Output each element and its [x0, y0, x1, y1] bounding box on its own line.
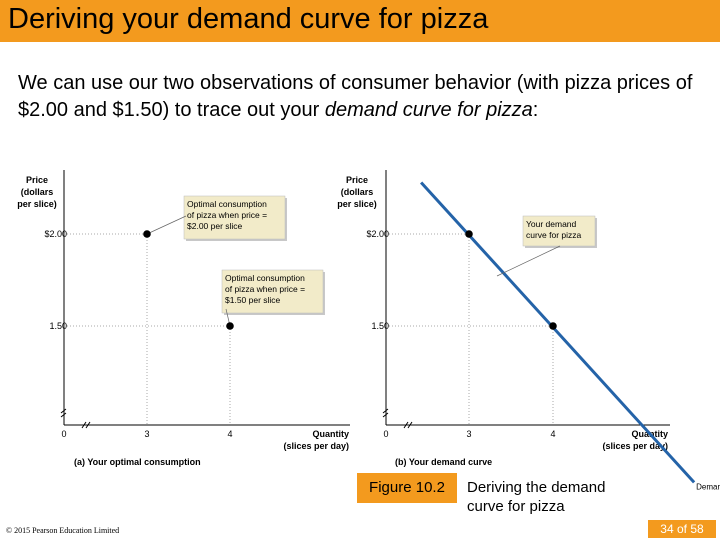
panel-1-callout-box	[221, 269, 324, 314]
panel-2-callout-leader	[496, 245, 561, 277]
intro-text-end: :	[532, 99, 539, 121]
figure-caption: Deriving the demand curve for pizza	[467, 479, 606, 515]
panel-1-callout-box	[183, 195, 286, 240]
panel-1-data-point	[226, 322, 234, 330]
page-current: 34	[660, 522, 674, 536]
panel-1-callout-text: $1.50 per slice	[225, 295, 281, 305]
panel-1-x-tick-label: 4	[227, 429, 232, 439]
panel-1-callout-text: Optimal consumption	[187, 199, 267, 209]
panel-2-x-tick-label: 0	[383, 429, 388, 439]
intro-text-start: We can use our two observations of consu…	[18, 72, 693, 121]
panel-2-panel-label: (b) Your demand curve	[395, 457, 492, 467]
panel-1-callout-text: of pizza when price =	[187, 210, 267, 220]
panel-2-x-label-line: (slices per day)	[602, 441, 668, 451]
panel-1-data-point	[143, 230, 151, 238]
panel-1-x-label-line: Quantity	[312, 429, 349, 439]
panel-1-callout-text: Optimal consumption	[225, 273, 305, 283]
panel-1-x-tick-label: 3	[144, 429, 149, 439]
panel-1-callout-text: $2.00 per slice	[187, 221, 243, 231]
panel-2-callout-text: curve for pizza	[526, 230, 582, 240]
intro-text-emphasis: demand curve for pizza	[324, 99, 533, 121]
panel-1-y-tick-label: $2.00	[44, 229, 67, 239]
panel-2-y-tick-label: $2.00	[366, 229, 389, 239]
panel-2-x-tick-label: 3	[466, 429, 471, 439]
panel-2-callout-box	[522, 215, 596, 247]
panel-1-callout-text: of pizza when price =	[225, 284, 305, 294]
panel-2-y-tick-label: 1.50	[371, 321, 389, 331]
panel-1-panel-label: (a) Your optimal consumption	[74, 457, 201, 467]
panel-1-y-label-line: Price	[26, 175, 48, 185]
panel-2-y-label-line: per slice)	[337, 199, 377, 209]
panel-1-y-axis-break	[60, 408, 67, 418]
slide-title: Deriving your demand curve for pizza	[8, 3, 489, 35]
panel-2-y-label-line: Price	[346, 175, 368, 185]
panel-2-x-tick-label: 4	[550, 429, 555, 439]
page-total: 58	[690, 522, 704, 536]
panel-1-x-tick-label: 0	[61, 429, 66, 439]
title-bar: Deriving your demand curve for pizza	[0, 0, 720, 42]
panel-2-series-label: Demand	[696, 482, 720, 491]
panel-1-y-tick-label: 1.50	[49, 321, 67, 331]
panel-2-data-point	[549, 322, 557, 330]
panel-2-callout-text: Your demand	[526, 219, 577, 229]
intro-text: We can use our two observations of consu…	[18, 70, 708, 124]
panel-1-x-label-line: (slices per day)	[283, 441, 349, 451]
panel-2-y-axis-break	[382, 408, 389, 418]
copyright-notice: © 2015 Pearson Education Limited	[6, 526, 120, 535]
panel-2-data-point	[465, 230, 473, 238]
panel-2-x-axis-break	[403, 421, 413, 429]
figure-label: Figure 10.2	[357, 473, 457, 503]
panel-2-y-label-line: (dollars	[341, 187, 374, 197]
panel-1-y-label-line: per slice)	[17, 199, 57, 209]
panel-1-callout-leader	[146, 215, 187, 235]
panel-1-y-label-line: (dollars	[21, 187, 54, 197]
panel-1-x-axis-break	[81, 421, 91, 429]
page-number: 34 of 58	[648, 520, 716, 538]
page-of: of	[676, 522, 687, 536]
